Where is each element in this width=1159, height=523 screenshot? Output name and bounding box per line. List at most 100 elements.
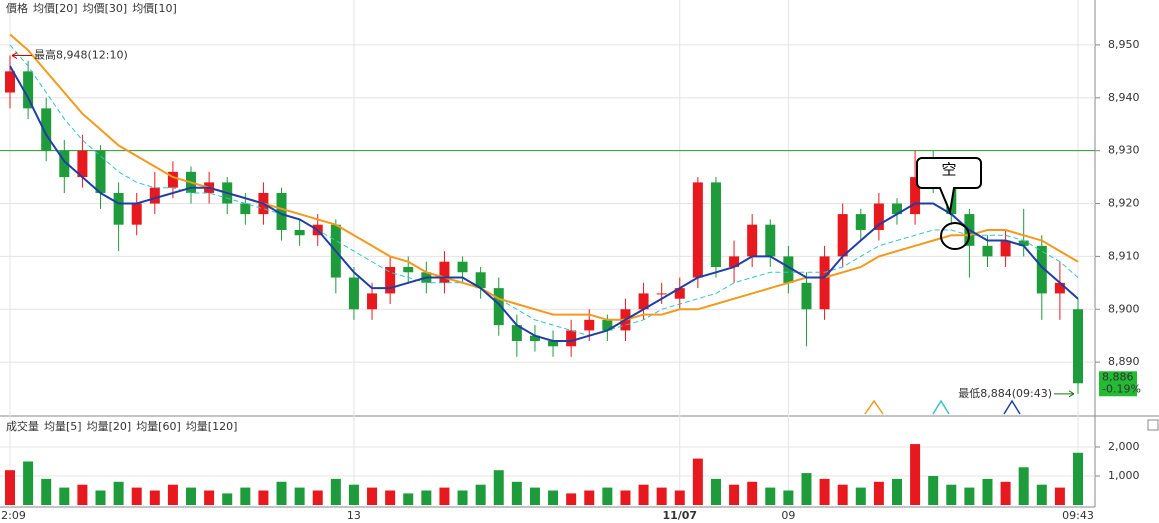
volume-bar (692, 458, 703, 505)
candle-body (493, 288, 504, 326)
ma-line (9, 33, 1079, 321)
volume-bar (186, 487, 197, 505)
volume-bar (584, 490, 595, 505)
volume-bar (946, 484, 957, 505)
volume-bar (656, 487, 667, 505)
volume-bar (385, 490, 396, 505)
volume-bar (1018, 467, 1029, 505)
signal-bubble (916, 157, 982, 216)
volume-bar (548, 490, 559, 505)
volume-bar (312, 490, 323, 505)
volume-bar (475, 484, 486, 505)
candle-body (385, 266, 396, 294)
legend-label: 均價[10] (132, 1, 177, 15)
volume-bar (493, 470, 504, 505)
y-tick-label: 8,920 (1108, 197, 1140, 210)
volume-bar (837, 484, 848, 505)
candle-body (403, 266, 414, 273)
candle-body (149, 187, 160, 204)
candle-body (348, 277, 359, 310)
volume-bar (222, 493, 233, 505)
candle-body (837, 214, 848, 257)
candle-body (475, 272, 486, 289)
candle-body (692, 182, 703, 278)
candle-body (801, 282, 812, 310)
candle-body (891, 203, 902, 215)
candle-body (276, 192, 287, 230)
close-button[interactable] (1147, 419, 1159, 431)
y-tick-label: 8,900 (1108, 302, 1140, 315)
volume-bar (566, 493, 577, 505)
volume-bar (638, 484, 649, 505)
volume-bar (77, 484, 88, 505)
volume-bar (765, 487, 776, 505)
volume-bar (258, 490, 269, 505)
candle-body (1073, 309, 1083, 384)
volume-bar (131, 487, 142, 505)
candle-body (23, 71, 34, 109)
price-tag-label: 8,886 (1102, 370, 1134, 383)
signal-triangle (932, 399, 950, 415)
volume-bar (855, 487, 866, 505)
candle-body (1054, 282, 1065, 294)
volume-bar (457, 490, 468, 505)
x-tick-label: 11/07 (662, 509, 697, 522)
volume-bar (873, 481, 884, 505)
volume-bar (620, 490, 631, 505)
candle-body (819, 256, 830, 310)
price-tag (1099, 371, 1137, 397)
candle-body (584, 319, 595, 331)
candle-body (59, 150, 70, 178)
candle-body (765, 224, 776, 257)
legend-label: 均價[30] (83, 1, 128, 15)
candle-body (1036, 245, 1047, 294)
annotation-arrow (1054, 390, 1075, 398)
y-tick-label: 8,940 (1108, 91, 1140, 104)
volume-bar (41, 478, 52, 505)
candle-body (131, 203, 142, 225)
volume-bar (1073, 452, 1083, 505)
high-annotation: 最高8,948(12:10) (34, 48, 128, 62)
volume-bar (964, 487, 975, 505)
candle-body (982, 245, 993, 257)
volume-bar (529, 487, 540, 505)
candle-body (367, 293, 378, 310)
volume-bar (367, 487, 378, 505)
ma-line (9, 65, 1079, 342)
volume-bar (1000, 481, 1011, 505)
y-tick-label: 1,000 (1108, 469, 1140, 482)
volume-bar (511, 481, 522, 505)
candle-body (855, 214, 866, 230)
x-tick-label: 12:09 (0, 509, 26, 522)
volume-bar (982, 478, 993, 505)
candle-body (113, 192, 124, 225)
volume-bar (276, 481, 287, 505)
volume-bar (783, 490, 794, 505)
legend-label: 價格 (6, 1, 28, 15)
volume-bar (348, 484, 359, 505)
candle-body (566, 330, 577, 347)
volume-bar (113, 481, 124, 505)
volume-bar (403, 493, 414, 505)
candle-body (167, 171, 178, 188)
candle-body (439, 261, 450, 283)
volume-bar (167, 484, 178, 505)
candle-body (77, 150, 88, 178)
candle-body (873, 203, 884, 230)
candle-body (294, 229, 305, 236)
legend-label: 均量[120] (186, 420, 238, 433)
volume-bar (59, 487, 70, 505)
legend-label: 成交量 (6, 419, 39, 433)
y-tick-label: 2,000 (1108, 440, 1140, 453)
candle-body (41, 108, 52, 151)
volume-bar (204, 490, 215, 505)
low-annotation: 最低8,884(09:43) (958, 387, 1052, 400)
y-tick-label: 8,930 (1108, 144, 1140, 157)
volume-bar (1054, 487, 1065, 505)
candle-body (511, 325, 522, 341)
candle-body (656, 293, 667, 295)
volume-bar (23, 461, 34, 505)
volume-bar (330, 478, 341, 505)
volume-bar (439, 487, 450, 505)
